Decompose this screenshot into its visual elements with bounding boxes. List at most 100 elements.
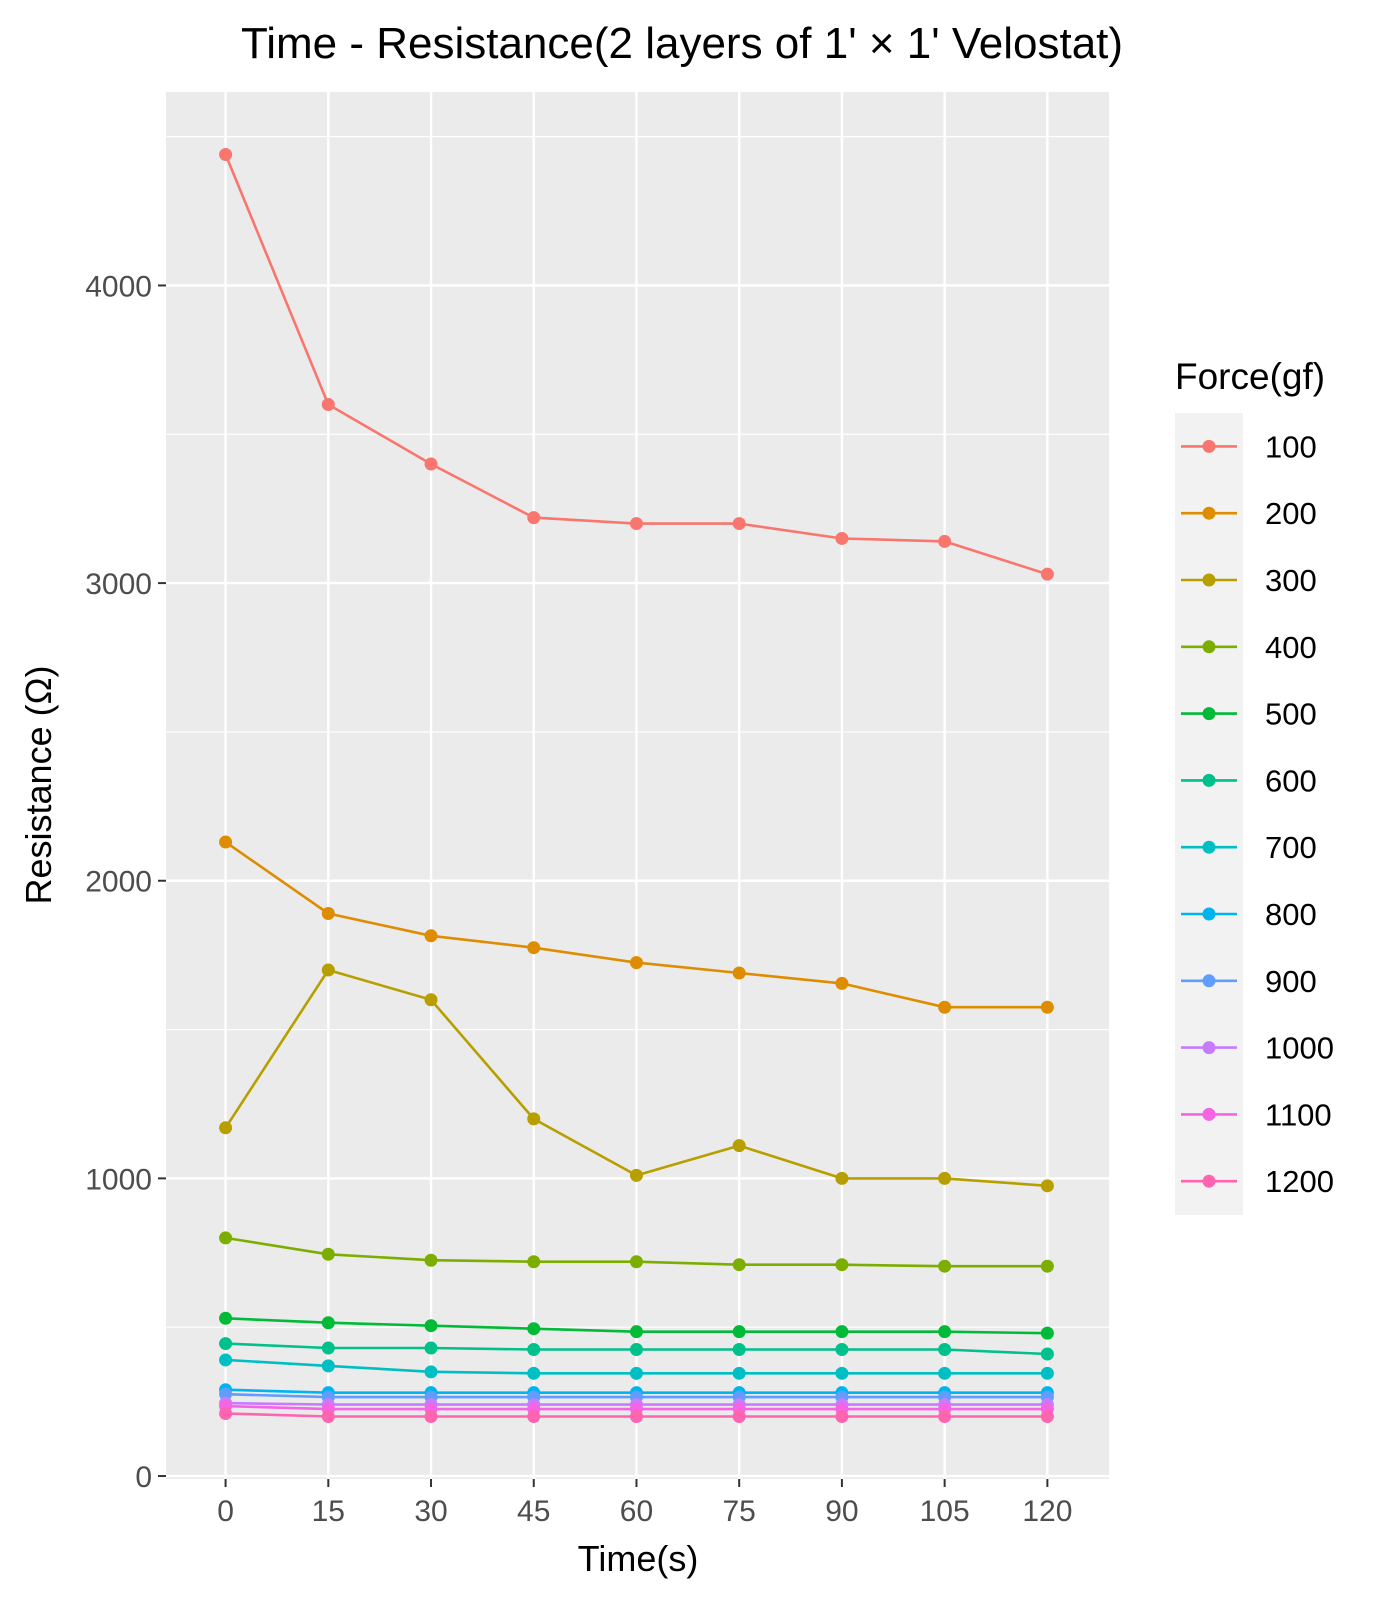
legend: Force(gf) 100200300400500600700800900100… — [1175, 356, 1334, 1215]
data-point — [732, 1343, 746, 1357]
data-point — [1040, 567, 1054, 581]
data-point — [424, 457, 438, 471]
data-point — [629, 1168, 643, 1182]
data-point — [629, 1325, 643, 1339]
y-tick-label: 4000 — [85, 270, 152, 303]
legend-key-point — [1202, 1041, 1216, 1055]
legend-key-point — [1202, 640, 1216, 654]
data-point — [527, 1343, 541, 1357]
series-900 — [219, 1387, 1054, 1404]
legend-key-point — [1202, 907, 1216, 921]
data-point — [938, 534, 952, 548]
data-point — [424, 1341, 438, 1355]
x-tick-label: 90 — [825, 1495, 858, 1528]
x-tick-label: 75 — [723, 1495, 756, 1528]
legend-item: 1200 — [1181, 1164, 1334, 1199]
legend-key-point — [1202, 773, 1216, 787]
data-point — [321, 963, 335, 977]
series-200 — [219, 835, 1054, 1014]
legend-key-background — [1175, 413, 1243, 1215]
data-point — [1040, 1366, 1054, 1380]
data-point — [1040, 1179, 1054, 1193]
legend-label: 1200 — [1265, 1164, 1334, 1199]
x-tick-label: 0 — [217, 1495, 234, 1528]
legend-key-point — [1202, 974, 1216, 988]
data-point — [732, 1258, 746, 1272]
legend-label: 800 — [1265, 897, 1317, 932]
data-point — [1040, 1409, 1054, 1423]
legend-key-point — [1202, 1107, 1216, 1121]
data-point — [629, 1409, 643, 1423]
x-tick-label: 120 — [1022, 1495, 1072, 1528]
data-point — [732, 1366, 746, 1380]
data-point — [732, 1139, 746, 1153]
chart-title: Time - Resistance(2 layers of 1' × 1' Ve… — [241, 19, 1123, 68]
legend-label: 400 — [1265, 630, 1317, 665]
data-point — [424, 1365, 438, 1379]
data-point — [527, 1366, 541, 1380]
data-point — [424, 1253, 438, 1267]
data-point — [732, 1325, 746, 1339]
data-point — [321, 1316, 335, 1330]
data-point — [1040, 1259, 1054, 1273]
x-tick-label: 60 — [620, 1495, 653, 1528]
data-point — [732, 1409, 746, 1423]
data-point — [219, 1407, 233, 1421]
data-point — [629, 956, 643, 970]
data-point — [424, 1319, 438, 1333]
y-tick-label: 1000 — [85, 1163, 152, 1196]
legend-item: 400 — [1181, 630, 1317, 665]
legend-item: 1000 — [1181, 1031, 1334, 1066]
data-point — [938, 1343, 952, 1357]
legend-label: 200 — [1265, 496, 1317, 531]
data-point — [732, 517, 746, 531]
data-point — [219, 1231, 233, 1245]
data-point — [835, 976, 849, 990]
legend-item: 900 — [1181, 964, 1317, 999]
data-point — [938, 1171, 952, 1185]
data-point — [629, 1366, 643, 1380]
x-tick-label: 45 — [517, 1495, 550, 1528]
data-point — [219, 1337, 233, 1351]
data-point — [219, 835, 233, 849]
x-axis-title: Time(s) — [578, 1538, 699, 1579]
legend-item: 800 — [1181, 897, 1317, 932]
data-point — [527, 1322, 541, 1336]
data-point — [835, 1343, 849, 1357]
data-point — [321, 1409, 335, 1423]
legend-item: 700 — [1181, 830, 1317, 865]
legend-key-point — [1202, 506, 1216, 520]
series-700 — [219, 1353, 1054, 1380]
data-point — [629, 1255, 643, 1269]
data-point — [321, 906, 335, 920]
legend-items: 100 200 300 400 500 600 700 800 900 1000 1100 1200 — [1181, 429, 1334, 1199]
data-point — [938, 1366, 952, 1380]
legend-label: 600 — [1265, 763, 1317, 798]
axes: 0 1000 2000 3000 4000 0 15 30 45 60 75 90 105 120 — [85, 270, 1072, 1528]
series-1200 — [219, 1407, 1054, 1423]
data-point — [527, 1255, 541, 1269]
legend-item: 300 — [1181, 563, 1317, 598]
data-point — [835, 1258, 849, 1272]
data-point — [629, 517, 643, 531]
series-layer — [219, 148, 1054, 1423]
legend-label: 700 — [1265, 830, 1317, 865]
data-point — [321, 398, 335, 412]
data-point — [835, 531, 849, 545]
legend-item: 500 — [1181, 697, 1317, 732]
data-point — [835, 1325, 849, 1339]
data-point — [321, 1247, 335, 1261]
y-tick-label: 0 — [135, 1461, 152, 1494]
data-point — [321, 1341, 335, 1355]
legend-item: 200 — [1181, 496, 1317, 531]
legend-label: 500 — [1265, 697, 1317, 732]
legend-title: Force(gf) — [1175, 356, 1325, 397]
legend-label: 1100 — [1265, 1097, 1332, 1132]
y-axis-title: Resistance (Ω) — [18, 666, 59, 905]
legend-item: 100 — [1181, 429, 1317, 464]
data-point — [1040, 1000, 1054, 1014]
data-point — [424, 929, 438, 943]
data-point — [424, 1409, 438, 1423]
legend-label: 1000 — [1265, 1031, 1334, 1066]
